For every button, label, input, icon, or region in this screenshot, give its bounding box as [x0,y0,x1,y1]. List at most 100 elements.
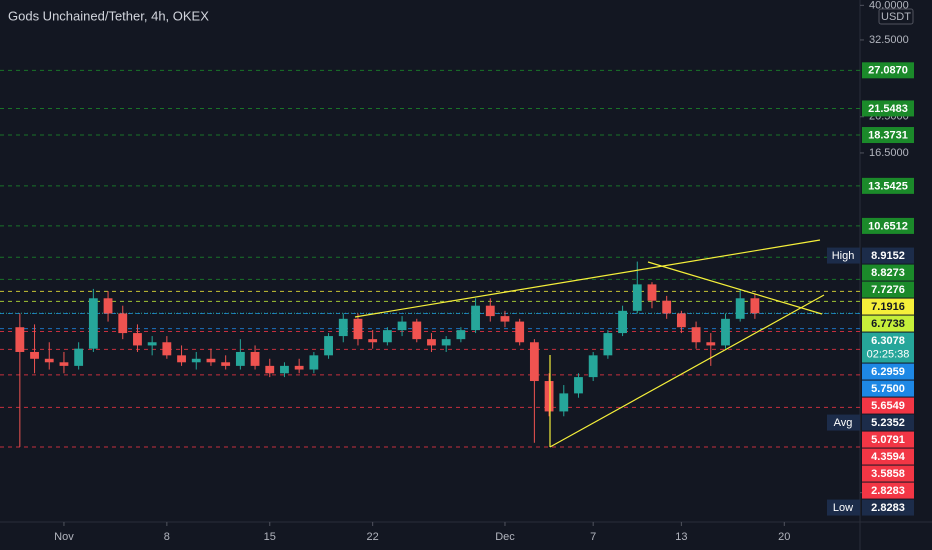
level-label: 6.2959 [871,366,905,378]
candle-body [544,381,554,412]
level-label: 21.5483 [868,103,908,115]
candle-body [382,330,392,343]
candles [15,261,760,447]
countdown: 02:25:38 [867,348,910,360]
marker-name-box [827,247,860,264]
currency: USDT [881,11,911,23]
marker-name: Low [833,502,853,514]
candle-body [676,313,686,328]
candle-body [103,298,113,314]
marker-label-box [862,414,914,431]
y-tick-label: 40.0000 [869,0,909,11]
candle-body [412,321,422,340]
current-label: 6.3078 [871,335,905,347]
candle-body [691,327,701,343]
x-tick-label: 8 [164,531,170,543]
candle-body [133,333,142,346]
level-label: 4.3594 [871,451,906,463]
candle-body [735,298,745,319]
x-tick-label: 22 [367,531,379,543]
candle-body [191,358,201,363]
level-label-box [862,264,914,281]
marker-label: 2.8283 [871,502,905,514]
level-label-box [862,177,914,194]
candle-body [353,318,363,340]
marker-name: Avg [834,417,853,429]
y-tick-label: 32.5000 [869,34,909,46]
level-label: 5.0791 [871,434,905,446]
candle-body [338,318,348,337]
marker-label-box [862,247,914,264]
level-label: 8.8273 [871,267,905,279]
candle-body [632,284,642,311]
level-label: 7.1916 [871,301,905,313]
candle-body [397,321,407,331]
candle-body [721,318,730,346]
level-label-box [862,448,914,465]
candle-body [529,342,539,382]
currency-box [878,8,914,25]
candle-body [706,342,716,346]
level-label-box [862,315,914,332]
drawings [354,239,825,448]
marker-name-box [827,414,860,431]
level-label: 13.5425 [868,180,908,192]
level-label: 7.7276 [871,284,905,296]
candle-body [59,362,69,366]
candle-body [559,393,569,412]
level-label-box [862,281,914,298]
candle-body [427,339,436,346]
candle-body [456,330,466,340]
candle-body [147,342,157,346]
level-label-box [862,298,914,315]
level-label-box [862,100,914,117]
level-label: 6.7738 [871,318,905,330]
level-label-box [862,465,914,482]
candle-body [618,310,627,334]
x-tick-label: 20 [778,531,790,543]
marker-name: High [832,250,855,262]
x-tick-label: 13 [675,531,687,543]
candle-body [74,348,84,366]
level-label: 10.6512 [868,220,908,232]
x-tick-label: Dec [495,531,515,543]
level-label: 3.5858 [871,468,905,480]
candle-body [221,362,231,366]
candle-body [750,298,760,314]
level-label-box [862,482,914,499]
candle-body [280,365,289,374]
marker-name-box [827,499,860,516]
chart-title: Gods Unchained/Tether, 4h, OKEX [8,8,209,23]
candle-body [118,313,128,334]
level-label-box [862,397,914,414]
candle-body [485,305,495,317]
level-label: 2.8283 [871,485,905,497]
candle-body [162,342,172,356]
levels [0,69,860,448]
x-tick-label: 7 [590,531,596,543]
level-label-box [862,62,914,79]
marker-label-box [862,499,914,516]
candle-body [30,351,39,359]
candle-body [662,300,672,314]
current-label-box [862,332,914,363]
candle-body [574,377,583,394]
candle-body [500,316,510,322]
candle-body [44,358,54,363]
level-label: 18.3731 [868,129,908,141]
candle-body [265,365,275,374]
marker-label: 8.9152 [871,250,905,262]
price-axis: 40.000032.500020.500016.50002.1500Nov815… [54,0,914,543]
candle-body [206,358,216,363]
candle-body [309,355,319,370]
candle-body [441,339,451,346]
level-label-box [862,127,914,144]
candle-body [471,305,480,331]
candle-body [588,355,598,378]
level-label-box [862,217,914,234]
candle-body [294,365,304,370]
candle-body [515,321,525,343]
level-label-box [862,431,914,448]
